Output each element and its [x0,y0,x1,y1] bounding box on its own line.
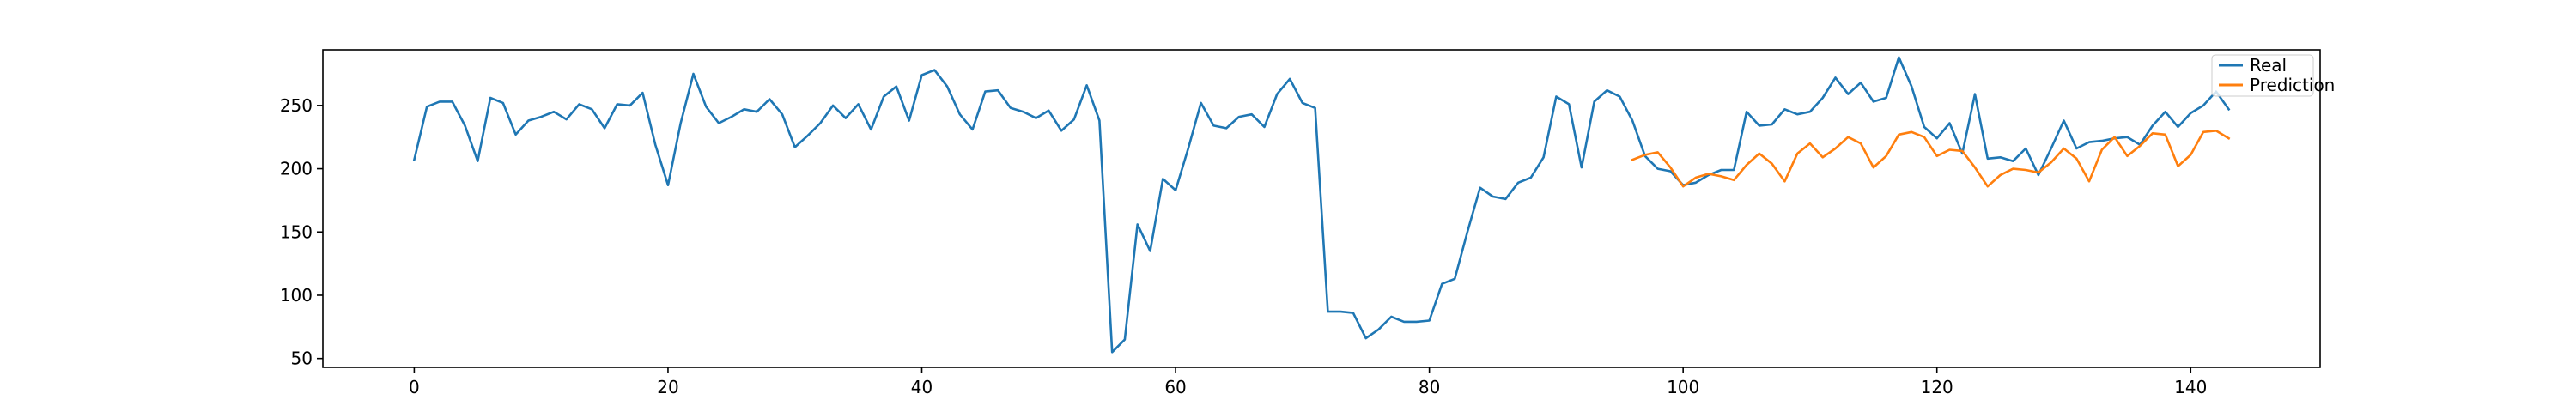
series-line-real [412,56,2231,354]
y-tick-label: 250 [280,95,313,116]
axis-ticks: 0 20 40 60 80 100 120 140 50 100 150 200 250 [280,95,2208,397]
plot-frame [322,49,2321,368]
x-tick-label: 60 [1164,377,1186,397]
series-line-prediction [1631,130,2231,188]
series-lines [412,56,2231,354]
x-tick-label: 20 [657,377,678,397]
y-tick-label: 150 [280,221,313,242]
y-tick-label: 50 [291,348,313,369]
legend-label-real: Real [2250,55,2287,76]
y-tick-label: 200 [280,159,313,179]
x-tick-label: 80 [1419,377,1440,397]
legend: Real Prediction [2211,54,2335,97]
y-tick-label: 100 [280,285,313,306]
x-tick-label: 120 [1921,377,1953,397]
x-tick-label: 0 [409,377,420,397]
x-tick-label: 140 [2174,377,2207,397]
x-tick-label: 100 [1667,377,1699,397]
x-tick-label: 40 [911,377,933,397]
legend-label-prediction: Prediction [2250,75,2335,95]
